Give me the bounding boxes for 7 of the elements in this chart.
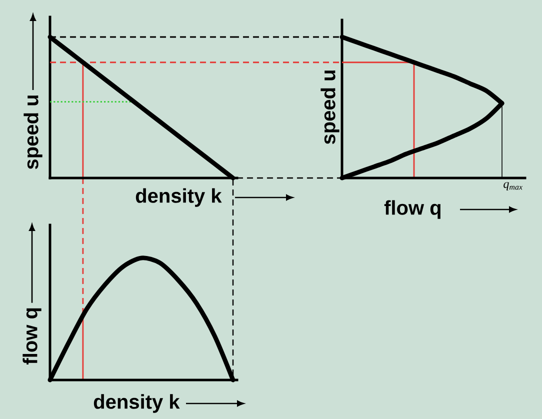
x-axis-title: flow q — [384, 200, 440, 219]
x-axis-title: density k — [94, 394, 180, 413]
y-axis-title: speed u — [24, 96, 42, 170]
y-axis-title: flow q — [22, 308, 42, 364]
x-axis-title: density k — [136, 188, 222, 207]
y-axis-title: speed u — [320, 70, 340, 144]
text: q$_{max}$ — [504, 182, 522, 190]
